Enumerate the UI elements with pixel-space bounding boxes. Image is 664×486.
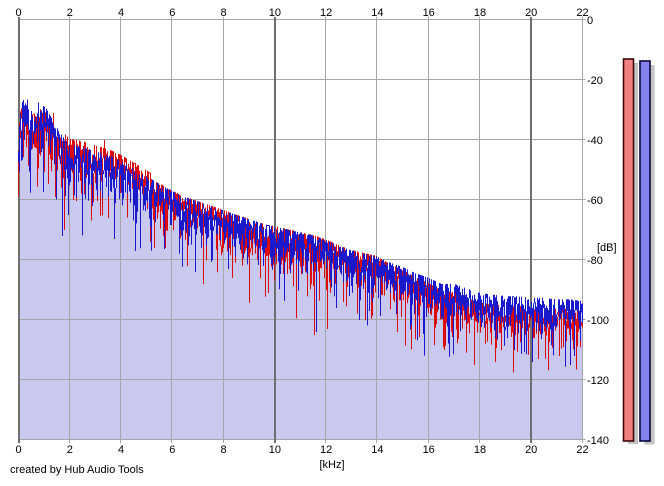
svg-text:14: 14 xyxy=(371,7,383,19)
svg-text:14: 14 xyxy=(371,444,383,456)
svg-text:[dB]: [dB] xyxy=(597,242,617,254)
svg-text:0: 0 xyxy=(587,15,593,27)
svg-text:8: 8 xyxy=(221,444,227,456)
svg-text:20: 20 xyxy=(525,444,537,456)
svg-text:16: 16 xyxy=(423,444,435,456)
svg-text:18: 18 xyxy=(474,444,486,456)
svg-text:12: 12 xyxy=(320,444,332,456)
svg-text:6: 6 xyxy=(169,7,175,19)
svg-text:22: 22 xyxy=(576,7,588,19)
svg-text:10: 10 xyxy=(269,444,281,456)
svg-text:18: 18 xyxy=(474,7,486,19)
svg-text:2: 2 xyxy=(67,444,73,456)
svg-text:0: 0 xyxy=(15,7,21,19)
svg-text:-120: -120 xyxy=(587,375,609,387)
svg-text:-40: -40 xyxy=(587,135,603,147)
svg-text:6: 6 xyxy=(169,444,175,456)
svg-text:16: 16 xyxy=(423,7,435,19)
svg-text:2: 2 xyxy=(67,7,73,19)
svg-text:0: 0 xyxy=(15,444,21,456)
svg-text:-140: -140 xyxy=(587,435,609,447)
svg-text:[kHz]: [kHz] xyxy=(319,459,344,471)
svg-text:12: 12 xyxy=(320,7,332,19)
svg-text:22: 22 xyxy=(576,444,588,456)
svg-text:20: 20 xyxy=(525,7,537,19)
svg-text:4: 4 xyxy=(118,7,124,19)
svg-text:8: 8 xyxy=(221,7,227,19)
svg-text:-20: -20 xyxy=(587,75,603,87)
svg-text:-60: -60 xyxy=(587,195,603,207)
svg-text:10: 10 xyxy=(269,7,281,19)
svg-text:created by Hub Audio Tools: created by Hub Audio Tools xyxy=(10,464,144,476)
svg-text:-100: -100 xyxy=(587,315,609,327)
svg-text:4: 4 xyxy=(118,444,124,456)
svg-text:-80: -80 xyxy=(587,255,603,267)
